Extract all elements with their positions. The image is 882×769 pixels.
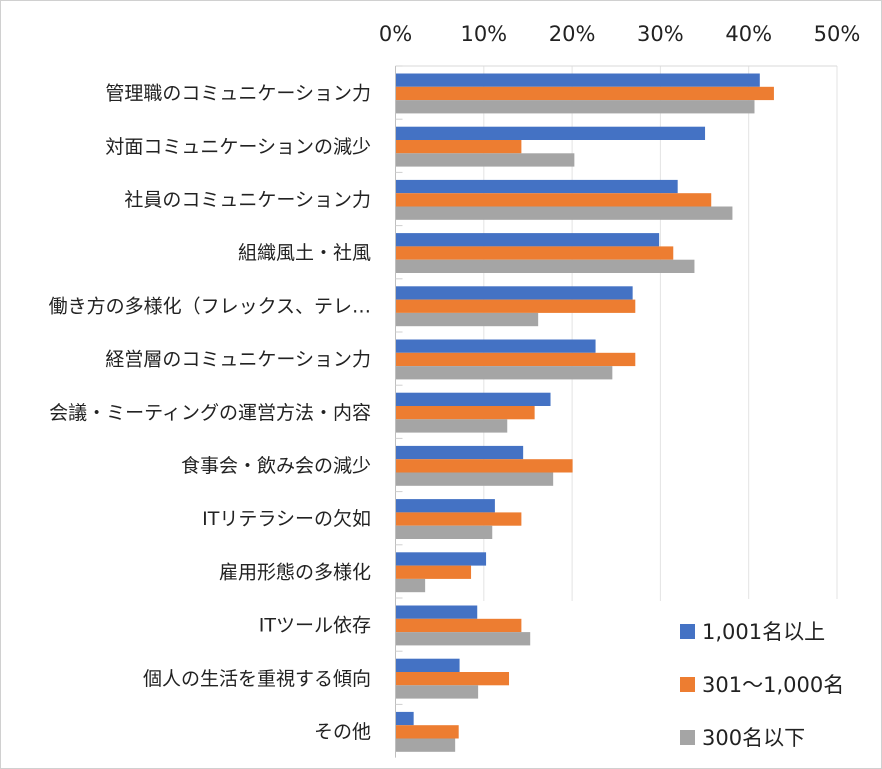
bar-3-9 (396, 525, 493, 539)
category-label: 管理職のコミュニケーション力 (105, 83, 371, 105)
bar-1-2 (396, 126, 706, 140)
category-label: ITツール依存 (259, 615, 371, 637)
bar-1-6 (396, 339, 596, 353)
bar-1-1 (396, 73, 760, 87)
bar-1-3 (396, 179, 678, 194)
x-tick-label: 10% (460, 22, 507, 46)
bar-1-11 (396, 605, 478, 619)
bar-3-7 (396, 419, 508, 433)
bar-1-8 (396, 445, 524, 460)
bar-2-4 (396, 246, 674, 260)
category-label: 対面コミュニケーションの減少 (105, 136, 371, 158)
bar-2-1 (396, 86, 774, 101)
bar-3-3 (396, 206, 733, 220)
category-label: 会議・ミーティングの運営方法・内容 (49, 402, 371, 424)
legend-swatch (680, 624, 695, 639)
legend-label: 300名以下 (702, 726, 805, 750)
bar-2-10 (396, 565, 472, 579)
bar-1-9 (396, 499, 495, 513)
bar-1-10 (396, 552, 487, 566)
bar-2-11 (396, 618, 522, 633)
bar-2-2 (396, 140, 522, 154)
bar-3-12 (396, 685, 479, 699)
x-tick-label: 50% (814, 22, 861, 46)
legend-swatch (680, 677, 695, 692)
category-label: 経営層のコミュニケーション力 (105, 349, 371, 371)
bar-3-1 (396, 100, 755, 114)
bar-3-13 (396, 738, 456, 752)
legend-label: 301～1,000名 (702, 673, 844, 697)
bar-2-7 (396, 406, 535, 420)
category-label: 組織風土・社風 (238, 242, 371, 264)
bar-1-4 (396, 233, 660, 247)
legend-label: 1,001名以上 (702, 620, 825, 644)
bar-2-5 (396, 299, 636, 313)
x-tick-label: 0% (379, 22, 412, 46)
bar-3-10 (396, 578, 426, 593)
category-label: 雇用形態の多様化 (219, 561, 371, 583)
x-tick-label: 30% (637, 22, 684, 46)
category-label: 働き方の多様化（フレックス、テレ… (49, 295, 371, 317)
bar-1-7 (396, 392, 551, 406)
bar-3-11 (396, 632, 531, 646)
bar-3-8 (396, 472, 554, 486)
bar-2-12 (396, 672, 510, 686)
category-label: 食事会・飲み会の減少 (181, 455, 371, 477)
bar-2-13 (396, 725, 459, 739)
bar-1-13 (396, 711, 414, 726)
category-label: 個人の生活を重視する傾向 (143, 668, 371, 690)
legend-swatch (680, 730, 695, 745)
x-tick-label: 20% (549, 22, 596, 46)
legend-box (669, 599, 869, 767)
bar-2-8 (396, 459, 573, 473)
bar-3-2 (396, 153, 575, 167)
category-label: 社員のコミュニケーション力 (124, 189, 371, 211)
category-label: ITリテラシーの欠如 (202, 508, 371, 530)
bar-3-5 (396, 312, 539, 327)
bar-2-3 (396, 193, 712, 207)
bar-3-6 (396, 366, 613, 380)
x-tick-label: 40% (725, 22, 772, 46)
bar-1-12 (396, 658, 460, 672)
bar-1-5 (396, 286, 633, 300)
category-label: その他 (314, 721, 371, 743)
bar-2-6 (396, 352, 636, 367)
bar-3-4 (396, 259, 695, 273)
bar-2-9 (396, 512, 522, 526)
